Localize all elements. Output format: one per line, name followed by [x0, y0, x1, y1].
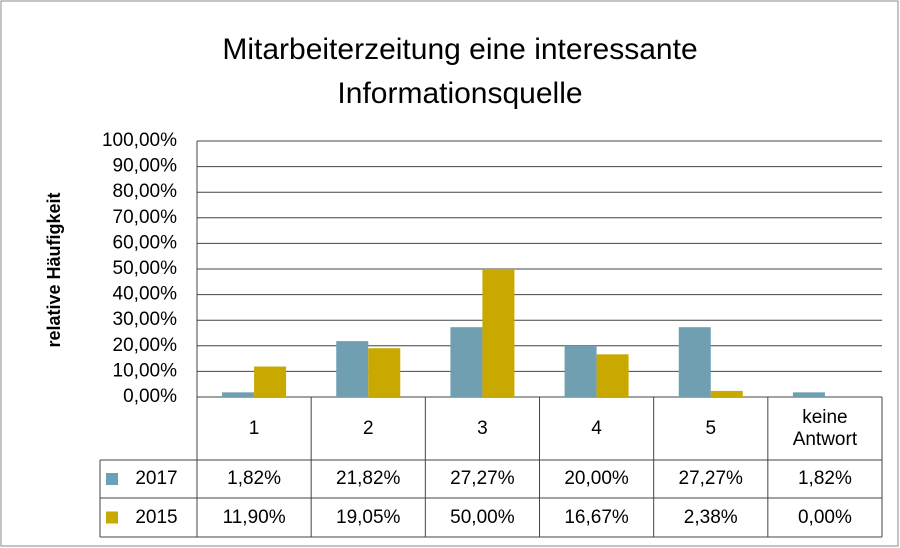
bar: [678, 327, 711, 397]
data-table-value: 50,00%: [450, 506, 515, 528]
bar: [482, 269, 515, 397]
x-tick-label: 4: [591, 417, 602, 439]
bar: [596, 354, 629, 397]
x-tick-label: 1: [248, 417, 260, 439]
bar: [564, 345, 597, 397]
y-tick-label: 100,00%: [102, 130, 177, 151]
data-table-value: 21,82%: [336, 468, 401, 489]
bar: [336, 341, 369, 397]
y-tick-label: 60,00%: [113, 232, 178, 253]
legend-label: 2015: [135, 506, 178, 528]
bar: [368, 348, 401, 397]
data-table-value: 20,00%: [564, 468, 629, 489]
bar: [254, 366, 287, 397]
chart-title: Mitarbeiterzeitung eine interessante Inf…: [222, 33, 698, 110]
y-tick-label: 20,00%: [113, 335, 178, 356]
y-tick-label: 50,00%: [113, 258, 178, 279]
bar: [792, 392, 825, 397]
legend-label: 2017: [135, 468, 178, 489]
y-tick-label: 80,00%: [113, 181, 178, 202]
data-table-value: 16,67%: [564, 506, 629, 528]
data-table-value: 27,27%: [450, 468, 515, 489]
x-tick-label: 2: [362, 417, 374, 439]
y-tick-label: 70,00%: [113, 207, 178, 228]
bar: [710, 390, 743, 397]
bar: [222, 392, 255, 397]
y-tick-label: 90,00%: [113, 156, 178, 177]
bar: [450, 327, 483, 397]
y-tick-label: 40,00%: [113, 284, 178, 305]
x-tick-label: 3: [477, 417, 488, 439]
data-table-value: 19,05%: [336, 506, 401, 528]
y-axis-label: relative Häufigkeit: [44, 192, 64, 347]
data-table-value: 1,82%: [227, 468, 282, 489]
data-table-value: 1,82%: [797, 468, 852, 489]
y-tick-label: 30,00%: [113, 309, 178, 330]
data-table-value: 2,38%: [683, 506, 738, 528]
legend-swatch: [106, 473, 118, 485]
data-table-value: 27,27%: [678, 468, 743, 489]
data-table-value: 11,90%: [222, 506, 286, 528]
data-table-value: 0,00%: [797, 506, 852, 528]
x-tick-label: keine Antwort: [792, 406, 858, 450]
y-tick-label: 0,00%: [123, 386, 177, 407]
legend-swatch: [106, 511, 118, 524]
x-tick-label: 5: [705, 417, 717, 439]
y-tick-label: 10,00%: [113, 360, 178, 381]
